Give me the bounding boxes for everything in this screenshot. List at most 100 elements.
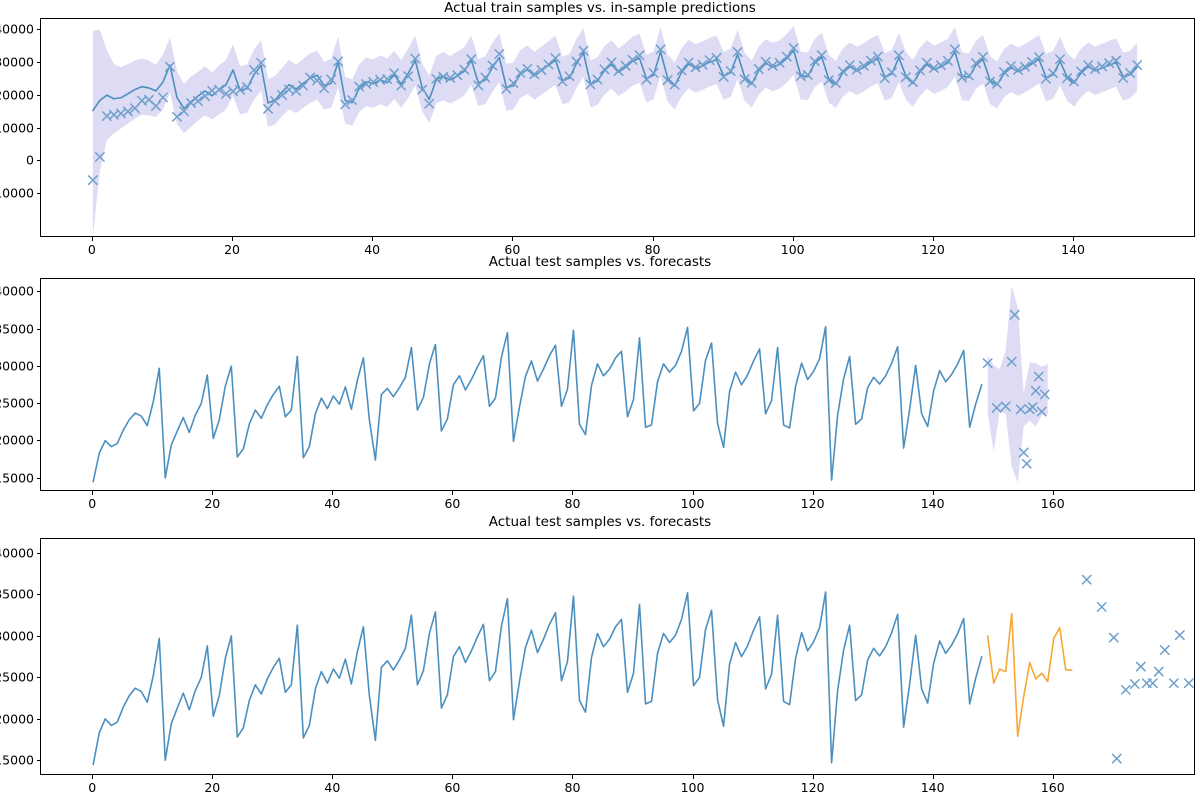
marker-x — [928, 63, 939, 73]
marker-x — [445, 72, 456, 83]
x-tick-label: 100 — [780, 242, 805, 257]
marker-x — [1147, 678, 1158, 689]
x-tick — [572, 775, 574, 779]
x-tick — [212, 775, 214, 779]
marker-x — [921, 57, 932, 68]
marker-x — [298, 80, 309, 91]
marker-x — [1135, 661, 1146, 672]
y-tick — [36, 440, 40, 442]
y-tick — [36, 62, 40, 64]
x-tick-label: 160 — [1040, 780, 1065, 795]
marker-x — [816, 50, 827, 61]
marker-x — [606, 57, 617, 68]
marker-x — [396, 80, 407, 91]
marker-x — [858, 60, 869, 71]
marker-x — [634, 50, 645, 61]
marker-x — [1097, 61, 1108, 72]
marker-x — [992, 78, 1002, 89]
marker-x — [802, 69, 813, 80]
marker-x — [1036, 406, 1047, 417]
x-tick — [212, 491, 214, 495]
y-tick-label: 20000 — [0, 711, 34, 727]
marker-x — [767, 60, 778, 71]
marker-x — [1132, 60, 1143, 71]
y-tick-label: 30000 — [0, 358, 34, 374]
y-tick — [36, 677, 40, 679]
x-tick — [91, 237, 93, 241]
marker-x — [242, 82, 252, 92]
y-tick-label: 10000 — [0, 120, 34, 135]
x-tick-label: 20 — [224, 242, 240, 257]
x-tick — [692, 491, 694, 495]
marker-x — [333, 56, 344, 67]
y-tick — [36, 160, 40, 162]
x-tick-label: 20 — [204, 780, 221, 795]
marker-x — [662, 75, 673, 86]
series-line — [92, 591, 983, 766]
x-tick — [332, 775, 334, 779]
marker-x — [1062, 73, 1072, 84]
marker-x — [886, 67, 897, 78]
y-tick — [36, 94, 40, 96]
y-tick-label: 20000 — [0, 432, 34, 448]
marker-x — [578, 45, 589, 56]
marker-x — [214, 84, 224, 95]
y-tick — [36, 328, 40, 330]
series-markers — [1081, 574, 1194, 764]
marker-x — [823, 75, 834, 86]
y-tick-label: 25000 — [0, 669, 34, 685]
marker-x — [985, 76, 995, 87]
marker-x — [655, 44, 666, 55]
marker-x — [942, 55, 953, 66]
x-tick-label: 80 — [564, 780, 581, 795]
marker-x — [165, 61, 175, 72]
y-tick — [36, 594, 40, 596]
marker-x — [1111, 55, 1122, 66]
marker-x — [1015, 404, 1026, 415]
marker-x — [585, 79, 596, 90]
marker-x — [347, 95, 358, 106]
y-tick — [36, 477, 40, 479]
x-tick-label: 60 — [504, 242, 521, 257]
marker-x — [739, 74, 750, 85]
x-tick-label: 120 — [800, 496, 825, 511]
marker-x — [270, 96, 281, 106]
marker-x — [760, 56, 771, 67]
marker-x — [319, 83, 330, 94]
marker-x — [1033, 371, 1044, 382]
x-tick — [932, 775, 934, 779]
marker-x — [746, 77, 757, 88]
marker-x — [501, 84, 512, 94]
marker-x — [725, 66, 736, 76]
marker-x — [87, 175, 98, 186]
marker-x — [1021, 458, 1032, 469]
x-tick — [452, 491, 454, 495]
x-tick — [232, 237, 234, 241]
marker-x — [536, 65, 547, 75]
marker-x — [193, 96, 203, 106]
marker-x — [1111, 753, 1122, 764]
marker-x — [732, 47, 743, 57]
marker-x — [935, 60, 946, 71]
marker-x — [1039, 389, 1050, 400]
y-tick — [36, 291, 40, 293]
series-markers — [87, 43, 1143, 186]
marker-x — [851, 64, 862, 75]
marker-x — [368, 77, 379, 88]
x-tick-label: 60 — [444, 780, 461, 795]
marker-x — [620, 60, 631, 71]
x-tick — [1052, 775, 1054, 779]
marker-x — [1125, 67, 1136, 78]
x-tick — [572, 491, 574, 495]
marker-x — [403, 71, 414, 82]
marker-x — [1041, 73, 1051, 84]
y-tick — [36, 760, 40, 762]
marker-x — [417, 84, 428, 95]
marker-x — [122, 106, 133, 117]
marker-x — [263, 103, 274, 114]
x-tick — [92, 775, 94, 779]
x-tick-label: 40 — [324, 780, 341, 795]
marker-x — [1027, 402, 1038, 413]
confidence-band — [92, 25, 1138, 236]
marker-x — [613, 66, 624, 76]
